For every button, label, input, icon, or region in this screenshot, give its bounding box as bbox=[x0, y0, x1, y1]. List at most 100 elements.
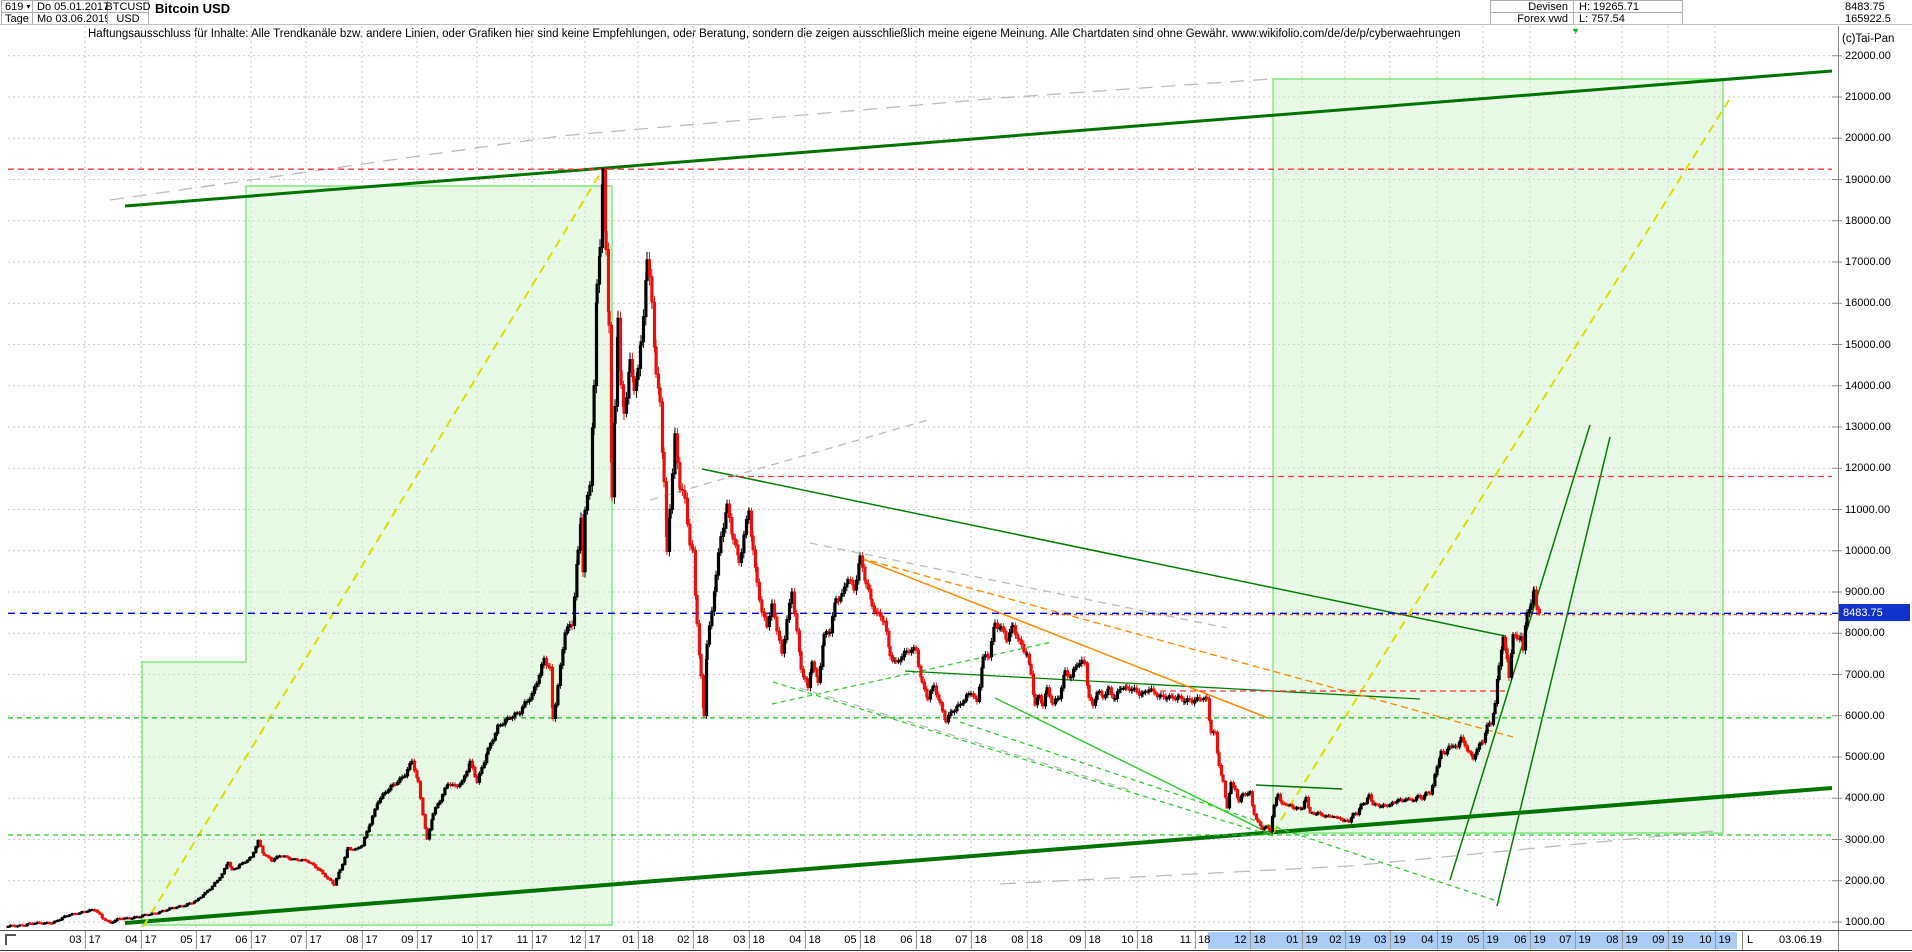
candle-body bbox=[619, 370, 623, 386]
candle-body bbox=[1433, 774, 1437, 787]
candle-body bbox=[585, 494, 590, 511]
candle-body bbox=[958, 703, 963, 706]
candle-body bbox=[1239, 795, 1244, 803]
candle-body bbox=[40, 922, 44, 925]
price-axis-label: 17000.00 bbox=[1845, 256, 1891, 268]
candle-body bbox=[20, 924, 25, 927]
bar-count-value: 619 bbox=[5, 0, 24, 13]
candle-body bbox=[1404, 798, 1408, 802]
candle-body bbox=[412, 760, 417, 772]
candle-body bbox=[1179, 695, 1184, 700]
candle-body bbox=[928, 690, 933, 700]
trendline-main-channel-top bbox=[124, 69, 1833, 208]
time-axis-tick bbox=[196, 931, 197, 949]
candle-body bbox=[1537, 608, 1542, 614]
candle-body bbox=[316, 868, 320, 871]
candle-body bbox=[1237, 797, 1241, 803]
candle-body bbox=[518, 712, 522, 715]
trendline-gray-fall-2018 bbox=[809, 542, 1228, 629]
candle-body bbox=[238, 863, 242, 866]
candle-body bbox=[506, 716, 510, 721]
trendline-orange-dash bbox=[859, 557, 1514, 738]
time-axis-tick bbox=[638, 931, 639, 949]
candle-body bbox=[175, 906, 179, 909]
candle-body bbox=[1439, 750, 1443, 759]
time-axis-tick bbox=[477, 931, 478, 949]
candle-body bbox=[733, 538, 738, 546]
date-from-value: Do 05.01.2017 bbox=[37, 0, 110, 13]
trendline-steep-channel-2019-a bbox=[1449, 424, 1591, 881]
candle-body bbox=[704, 658, 709, 717]
candle-body bbox=[33, 922, 37, 925]
candle-body bbox=[11, 924, 15, 927]
candle-body bbox=[180, 905, 185, 908]
candle-body bbox=[1254, 813, 1259, 820]
candle-body bbox=[1532, 589, 1536, 593]
date-to-field[interactable]: Mo 03.06.2019 bbox=[32, 12, 110, 25]
candle-body bbox=[1188, 698, 1192, 701]
candle-body bbox=[501, 723, 505, 726]
candle-body bbox=[1132, 687, 1137, 690]
candle-body bbox=[1085, 662, 1090, 686]
candle-body bbox=[876, 611, 880, 614]
candle-body bbox=[395, 781, 400, 786]
time-axis-tick bbox=[1250, 931, 1251, 949]
candle-body bbox=[1045, 687, 1049, 695]
candle-body bbox=[610, 461, 614, 498]
candle-body bbox=[1365, 797, 1370, 804]
candle-body bbox=[950, 711, 954, 714]
candle-body bbox=[83, 911, 87, 914]
candle-body bbox=[762, 611, 767, 618]
candle-body bbox=[78, 912, 82, 915]
candle-body bbox=[1241, 793, 1245, 797]
candle-body bbox=[1219, 764, 1224, 776]
candle-body bbox=[1041, 702, 1045, 707]
candle-body bbox=[808, 672, 813, 689]
candle-body bbox=[528, 698, 532, 702]
candle-body bbox=[1451, 745, 1455, 748]
candle-body bbox=[75, 913, 79, 916]
candle-body bbox=[1371, 800, 1375, 806]
candle-body bbox=[685, 497, 690, 525]
candle-body bbox=[1252, 804, 1256, 815]
candle-body bbox=[964, 694, 969, 702]
time-axis-tick bbox=[417, 931, 418, 949]
trendline-gray-long-trend bbox=[109, 78, 1271, 201]
candle-body bbox=[1215, 731, 1220, 754]
candle-body bbox=[1135, 690, 1139, 693]
candle-body bbox=[1149, 688, 1154, 691]
price-axis-label: 7000.00 bbox=[1845, 668, 1885, 681]
candle-body bbox=[1233, 785, 1237, 791]
time-axis-label: 08 19 bbox=[1606, 934, 1638, 946]
axis-corner-glyph bbox=[5, 934, 16, 945]
selected-date-range-highlight[interactable] bbox=[1208, 932, 1737, 949]
time-axis-tick bbox=[1027, 931, 1028, 949]
candle-body bbox=[777, 630, 782, 641]
price-axis-label: 6000.00 bbox=[1845, 709, 1885, 722]
candle-body bbox=[544, 657, 549, 666]
candle-body bbox=[1013, 625, 1018, 636]
candle-body bbox=[185, 903, 189, 907]
candle-body bbox=[311, 862, 315, 866]
candle-body bbox=[226, 862, 230, 866]
candle-body bbox=[1161, 694, 1166, 698]
candle-body bbox=[135, 916, 139, 919]
candle-body bbox=[405, 768, 410, 777]
time-axis-label: 03 18 bbox=[733, 934, 765, 946]
candle-body bbox=[1392, 801, 1396, 804]
candle-body bbox=[386, 789, 391, 793]
candle-body bbox=[1022, 643, 1026, 653]
category-value: Devisen bbox=[1528, 0, 1568, 13]
price-axis-label: 19000.00 bbox=[1845, 173, 1891, 186]
candle-body bbox=[618, 317, 623, 372]
candle-body bbox=[360, 845, 364, 848]
candle-body bbox=[132, 916, 137, 919]
time-axis-label: 05 18 bbox=[844, 934, 876, 946]
candle-body bbox=[909, 649, 914, 654]
candle-body bbox=[1437, 757, 1442, 768]
candle-body bbox=[1379, 805, 1383, 808]
candle-body bbox=[588, 484, 592, 487]
candle-body bbox=[423, 814, 427, 829]
candle-body bbox=[753, 549, 758, 568]
